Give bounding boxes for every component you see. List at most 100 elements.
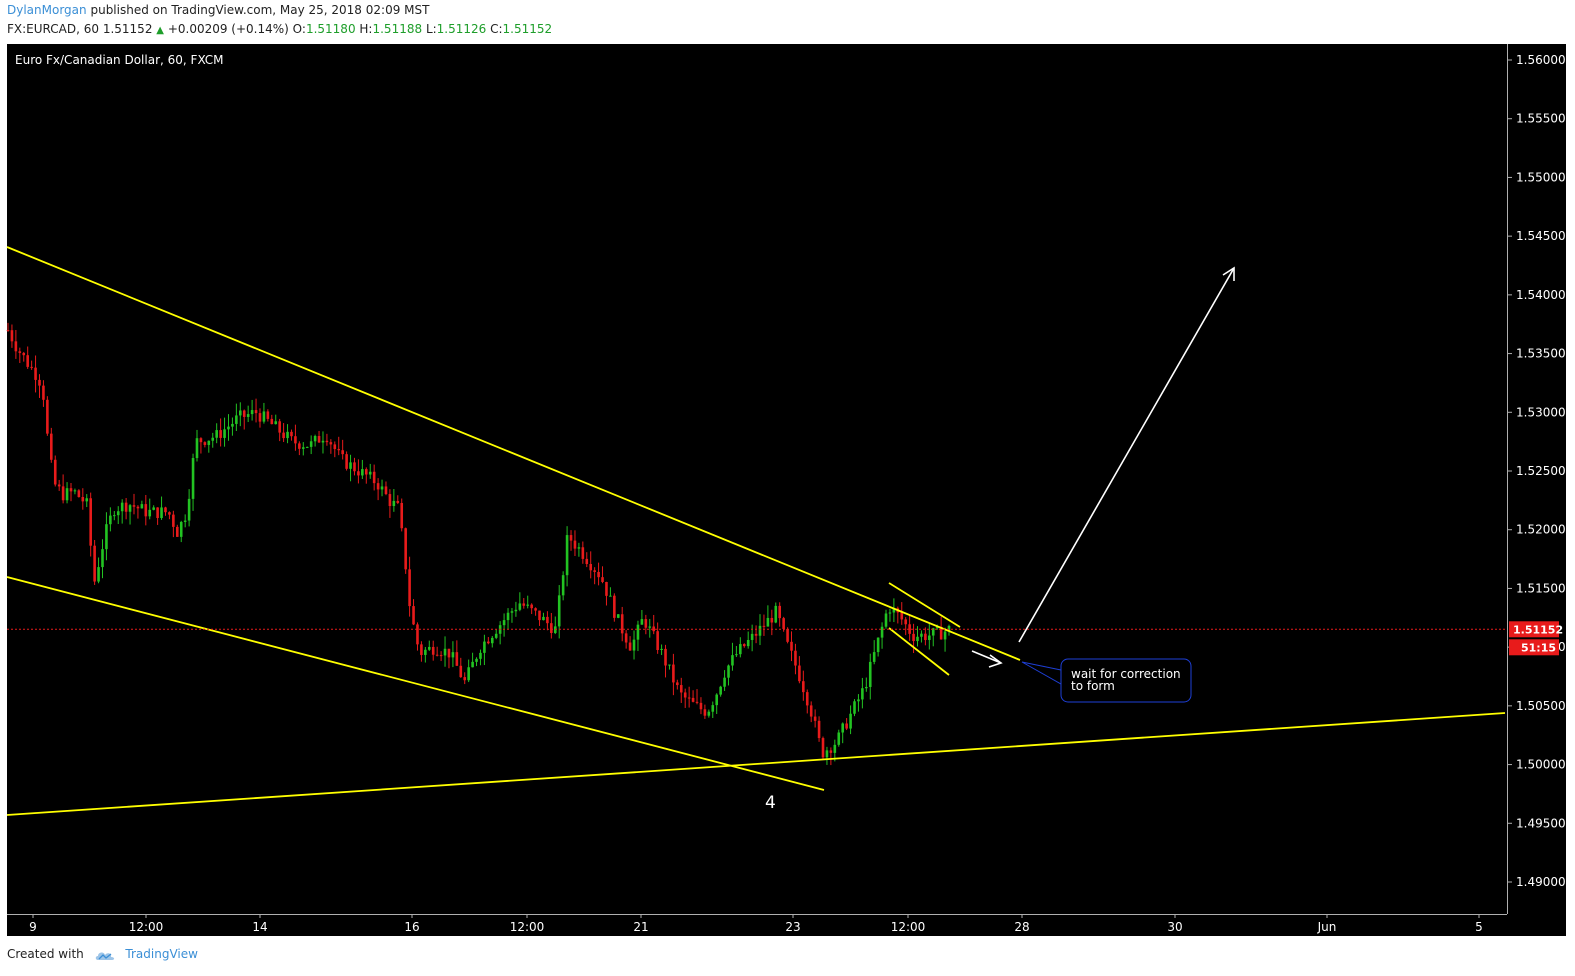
candle-body xyxy=(802,681,805,693)
candle-body xyxy=(242,410,246,417)
time-axis-panel[interactable] xyxy=(7,914,1507,936)
candle-body xyxy=(707,711,711,716)
candle-body xyxy=(561,575,565,596)
candle-body xyxy=(931,628,935,636)
candle-body xyxy=(865,686,868,689)
candle-body xyxy=(790,641,793,651)
candle-body xyxy=(136,506,140,509)
candle-body xyxy=(408,569,411,607)
callout-text-line2: to form xyxy=(1071,679,1115,693)
price-axis-panel[interactable] xyxy=(1507,44,1566,914)
candle-body xyxy=(585,558,589,564)
candle-body xyxy=(14,341,18,352)
price-tick-label: 1.50000 xyxy=(1516,758,1566,772)
candle-body xyxy=(841,723,844,733)
candle-body xyxy=(471,661,474,668)
candle-body xyxy=(857,699,860,702)
candle-body xyxy=(679,685,683,693)
candle-body xyxy=(128,505,132,512)
candle-body xyxy=(589,563,593,571)
candle-body xyxy=(164,507,167,513)
candle-body xyxy=(235,415,238,424)
time-tick-label: 9 xyxy=(29,920,37,934)
candle-body xyxy=(219,430,222,438)
candle-body xyxy=(715,694,719,706)
candle-body xyxy=(140,504,144,509)
tradingview-link[interactable]: TradingView xyxy=(125,947,198,961)
candle-body xyxy=(542,616,545,621)
candle-body xyxy=(313,436,317,442)
candle-body xyxy=(624,633,628,643)
candle-body xyxy=(364,469,368,475)
candle-body xyxy=(868,661,872,687)
price-tick-label: 1.49500 xyxy=(1516,816,1566,830)
candle-body xyxy=(687,697,691,699)
candle-body xyxy=(739,644,742,655)
candle-body xyxy=(620,614,624,634)
candle-body xyxy=(211,437,215,441)
candle-body xyxy=(195,438,199,459)
high-label: H: xyxy=(359,22,373,36)
candle-body xyxy=(487,641,490,644)
correction-arrow-head xyxy=(988,654,1003,668)
candle-body xyxy=(325,440,329,443)
candle-body xyxy=(735,654,738,656)
candle-body xyxy=(412,606,415,625)
candle-body xyxy=(451,652,455,658)
candle-body xyxy=(872,652,876,662)
candle-body xyxy=(754,633,758,636)
candle-body xyxy=(321,440,325,443)
candle-body xyxy=(648,626,652,628)
symbol-label: FX:EURCAD, 60 xyxy=(7,22,99,36)
candle-body xyxy=(565,535,569,576)
candle-body xyxy=(557,595,561,627)
candle-body xyxy=(613,595,616,618)
candle-body xyxy=(424,649,427,655)
candle-body xyxy=(22,352,26,356)
candle-body xyxy=(42,385,45,400)
candle-body xyxy=(644,619,648,628)
target-arrow xyxy=(1018,267,1235,643)
callout-box[interactable] xyxy=(1060,658,1192,703)
candle-body xyxy=(609,595,612,597)
price-tick-label: 1.50500 xyxy=(1516,699,1566,713)
candle-body xyxy=(380,486,384,490)
candle-body xyxy=(876,637,880,653)
price-tick-label: 1.56000 xyxy=(1516,53,1566,67)
candle-body xyxy=(916,636,919,642)
candle-body xyxy=(821,738,825,758)
footer: Created with TradingView xyxy=(7,947,198,961)
plot-area[interactable] xyxy=(7,44,1507,914)
wave-label: 4 xyxy=(765,793,776,813)
symbol-quote-line: FX:EURCAD, 60 1.51152 ▲ +0.00209 (+0.14%… xyxy=(7,22,552,36)
candle-body xyxy=(298,443,301,449)
candle-body xyxy=(809,705,813,717)
candle-body xyxy=(798,665,801,682)
candle-body xyxy=(573,540,577,549)
correction-lower-line xyxy=(888,627,950,676)
candle-body xyxy=(93,545,96,582)
price-tick-label: 1.51500 xyxy=(1516,581,1566,595)
last-price-marker xyxy=(1509,621,1559,638)
candle-body xyxy=(286,431,289,439)
candle-body xyxy=(526,604,530,606)
candle-body xyxy=(628,642,632,651)
close-label: C: xyxy=(490,22,503,36)
candle-body xyxy=(782,618,785,629)
price-tick-label: 1.55000 xyxy=(1516,170,1566,184)
candle-body xyxy=(467,667,470,681)
candle-body xyxy=(290,431,293,437)
candle-body xyxy=(502,620,506,626)
candle-body xyxy=(845,723,848,729)
candlestick-series xyxy=(6,322,951,766)
candle-body xyxy=(69,488,73,492)
candle-body xyxy=(183,520,187,522)
author-link[interactable]: DylanMorgan xyxy=(7,3,87,17)
candle-body xyxy=(57,484,61,487)
candle-body xyxy=(530,604,533,609)
candle-body xyxy=(337,449,341,451)
candle-body xyxy=(825,750,829,758)
candle-body xyxy=(124,502,128,512)
candle-body xyxy=(632,639,636,651)
